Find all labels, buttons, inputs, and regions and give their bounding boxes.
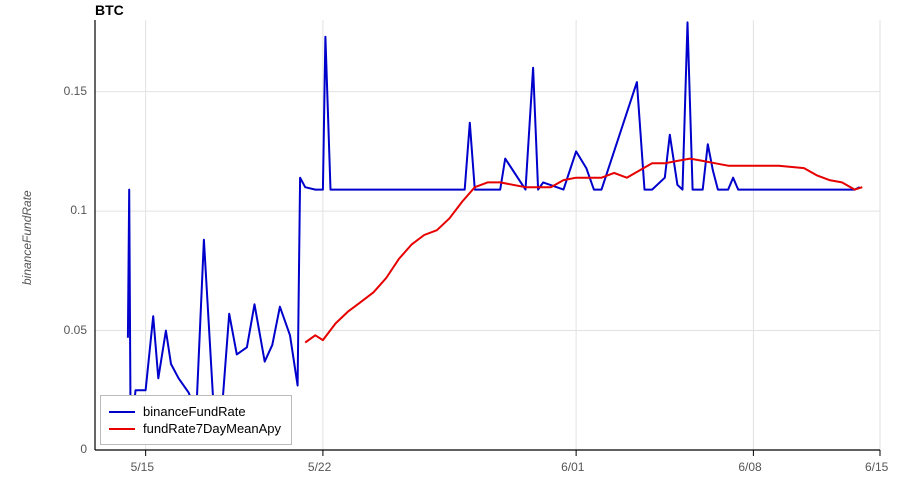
x-tick-label: 6/01 bbox=[561, 460, 584, 474]
x-tick-label: 6/08 bbox=[738, 460, 761, 474]
legend-item: binanceFundRate bbox=[109, 404, 281, 419]
legend-swatch-s2 bbox=[109, 428, 135, 430]
legend-label-s1: binanceFundRate bbox=[143, 404, 246, 419]
y-tick-label: 0.05 bbox=[64, 323, 87, 337]
x-tick-label: 6/15 bbox=[865, 460, 888, 474]
x-tick-label: 5/22 bbox=[308, 460, 331, 474]
legend: binanceFundRate fundRate7DayMeanApy bbox=[100, 395, 292, 445]
y-tick-label: 0 bbox=[80, 442, 87, 456]
x-tick-label: 5/15 bbox=[131, 460, 154, 474]
legend-label-s2: fundRate7DayMeanApy bbox=[143, 421, 281, 436]
y-tick-label: 0.1 bbox=[70, 203, 87, 217]
series-s1 bbox=[128, 22, 860, 416]
y-tick-label: 0.15 bbox=[64, 84, 87, 98]
legend-swatch-s1 bbox=[109, 411, 135, 413]
legend-item: fundRate7DayMeanApy bbox=[109, 421, 281, 436]
series-s2 bbox=[305, 159, 862, 343]
